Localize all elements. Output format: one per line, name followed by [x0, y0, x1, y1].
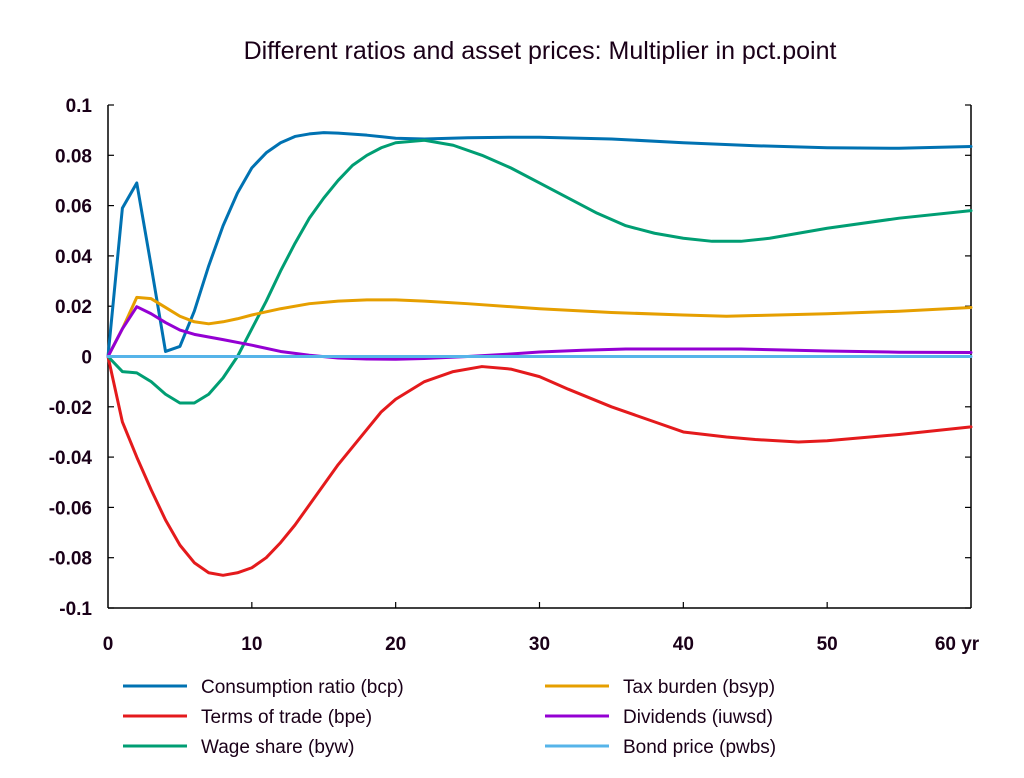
y-tick-label: 0.06 — [55, 197, 92, 218]
y-tick-label: -0.06 — [49, 498, 92, 519]
legend: Consumption ratio (bcp) Terms of trade (b… — [123, 677, 776, 758]
series-line-wage-share — [106, 138, 973, 405]
x-tick-label: 30 — [529, 634, 550, 655]
x-tick-label: 10 — [241, 634, 262, 655]
series-line-terms-of-trade — [106, 355, 973, 577]
series-line-dividends — [106, 305, 973, 361]
legend-label: Terms of trade (bpe) — [201, 707, 372, 728]
legend-label: Bond price (pwbs) — [623, 737, 776, 758]
y-tick-label: -0.04 — [49, 448, 93, 469]
legend-item-consumption-ratio: Consumption ratio (bcp) — [123, 677, 404, 698]
legend-item-terms-of-trade: Terms of trade (bpe) — [123, 707, 372, 728]
series-layer — [106, 131, 973, 577]
series-line-tax-burden — [106, 295, 973, 358]
legend-label: Wage share (byw) — [201, 737, 354, 758]
legend-item-wage-share: Wage share (byw) — [123, 737, 354, 758]
legend-item-bond-price: Bond price (pwbs) — [545, 737, 776, 758]
legend-label: Tax burden (bsyp) — [623, 677, 775, 698]
y-tick-label: 0.04 — [55, 247, 92, 268]
x-tick-label: 20 — [385, 634, 406, 655]
axes: 0.1 0.08 0.06 0.04 0.02 0 -0.02 -0.04 -0.06 -0.08… — [49, 96, 980, 655]
chart-title: Different ratios and asset prices: Multi… — [244, 37, 837, 65]
y-tick-label: -0.1 — [59, 599, 92, 620]
y-tick-label: -0.08 — [49, 549, 92, 570]
x-tick-label: 50 — [817, 634, 838, 655]
y-tick-label: 0 — [81, 348, 92, 369]
legend-label: Dividends (iuwsd) — [623, 707, 773, 728]
y-tick-label: -0.02 — [49, 398, 92, 419]
y-tick-label: 0.08 — [55, 146, 92, 167]
x-tick-label: 40 — [673, 634, 694, 655]
legend-item-dividends: Dividends (iuwsd) — [545, 707, 773, 728]
x-tick-label: 60 yr — [935, 634, 980, 655]
x-tick-label: 0 — [103, 634, 114, 655]
legend-item-tax-burden: Tax burden (bsyp) — [545, 677, 775, 698]
y-tick-label: 0.02 — [55, 297, 92, 318]
legend-label: Consumption ratio (bcp) — [201, 677, 404, 698]
series-line-consumption-ratio — [106, 131, 973, 358]
y-tick-label: 0.1 — [66, 96, 93, 117]
